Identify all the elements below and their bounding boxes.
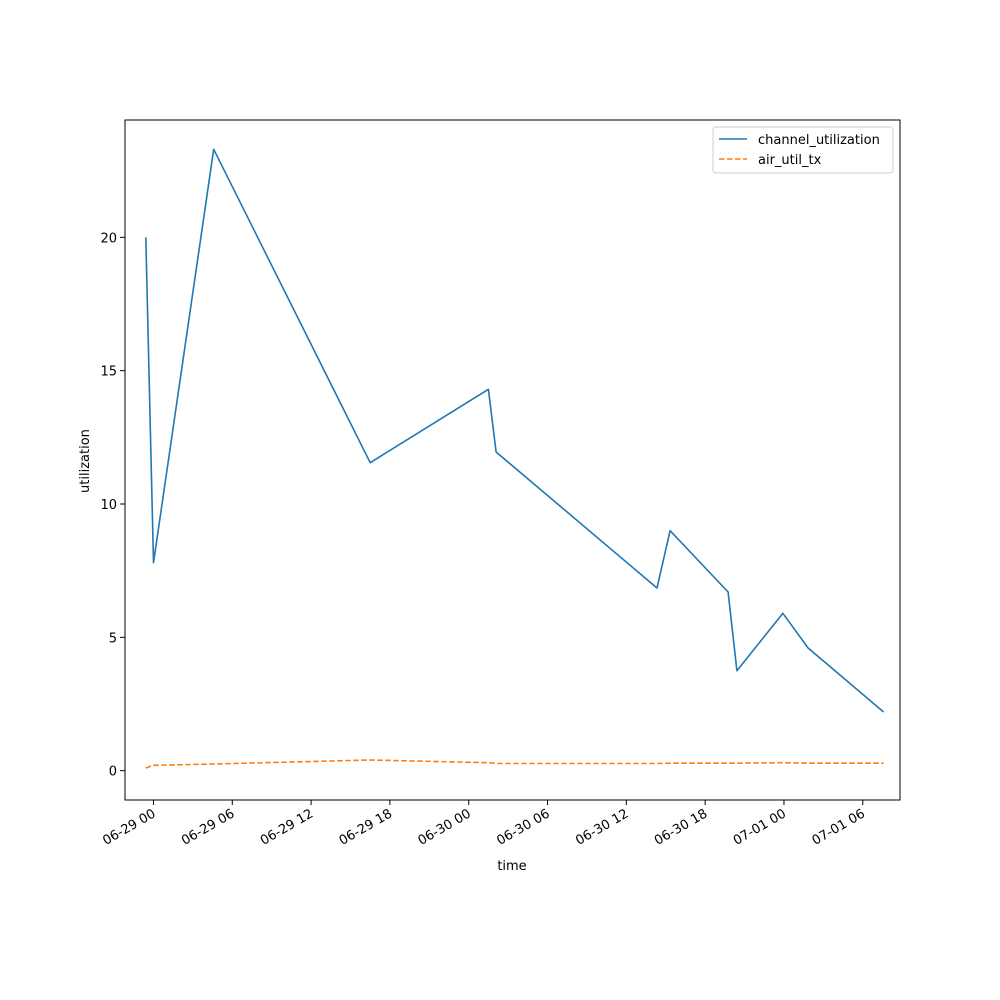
legend-label-channel-utilization: channel_utilization <box>758 133 880 148</box>
y-tick-label: 20 <box>100 231 117 246</box>
y-tick-label: 15 <box>100 365 117 380</box>
y-tick-label: 10 <box>100 498 117 513</box>
plot-frame <box>124 119 901 801</box>
y-tick-label: 5 <box>109 631 117 646</box>
y-axis-label: utilization <box>78 429 93 493</box>
legend-label-air-util-tx: air_util_tx <box>758 153 822 168</box>
legend-box <box>712 126 894 174</box>
plot-area <box>125 120 900 800</box>
series-line-channel-utilization <box>145 148 885 713</box>
legend: channel_utilization air_util_tx <box>712 126 894 174</box>
y-axis-ticks: 0 5 10 15 20 <box>100 231 125 780</box>
series-line-air-util-tx <box>145 759 884 769</box>
y-tick-label: 0 <box>109 765 117 780</box>
series-layer <box>145 148 885 769</box>
x-axis-label: time <box>497 859 526 874</box>
